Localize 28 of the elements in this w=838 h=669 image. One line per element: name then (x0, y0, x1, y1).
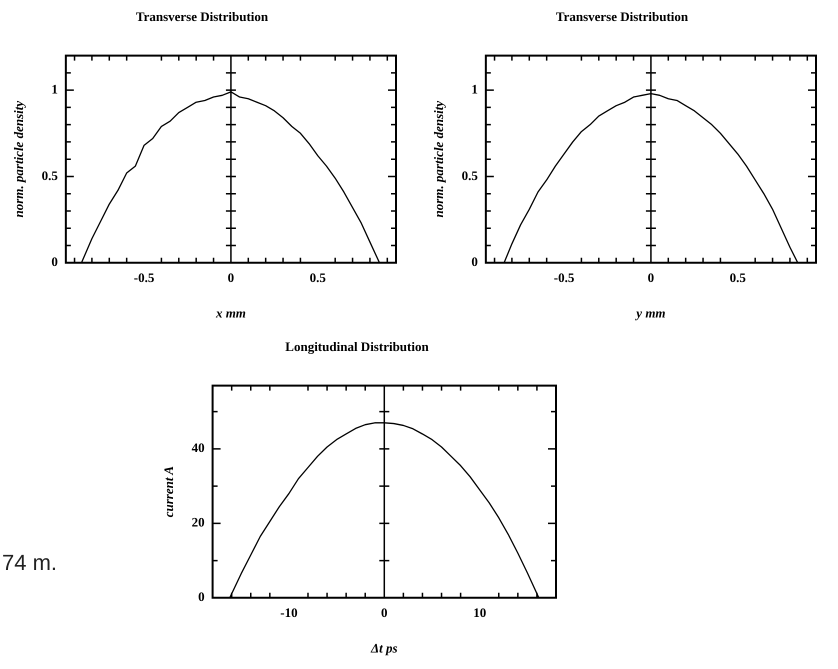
x-tick-label: -10 (280, 604, 298, 620)
chart-title: Transverse Distribution (556, 9, 689, 24)
x-tick-label: 0 (648, 270, 654, 285)
x-tick-label: 0 (228, 270, 234, 285)
y-tick-label: 0.5 (462, 168, 478, 183)
y-tick-label: 1 (471, 81, 478, 96)
y-tick-label: 1 (51, 81, 58, 96)
x-tick-label: 0.5 (730, 270, 746, 285)
x-axis-title: y mm (634, 306, 666, 321)
chart-title: Transverse Distribution (136, 9, 269, 24)
x-tick-label: -0.5 (554, 270, 575, 285)
y-axis-title: norm. particle density (11, 100, 26, 218)
x-axis-title: Δt ps (370, 640, 398, 656)
y-tick-label: 0 (471, 254, 478, 270)
y-axis-title: current A (161, 466, 176, 518)
text: 74 m. (2, 550, 58, 576)
x-tick-label: 0 (381, 604, 388, 620)
x-tick-label: -0.5 (134, 270, 155, 285)
y-axis-title: norm. particle density (431, 100, 446, 218)
x-tick-label: 0.5 (310, 270, 326, 285)
x-tick-label: 10 (473, 604, 486, 620)
y-tick-label: 20 (192, 514, 205, 530)
x-axis-title: x mm (214, 306, 246, 321)
y-tick-label: 40 (192, 440, 205, 456)
y-tick-label: 0 (51, 254, 58, 270)
chart-title: Longitudinal Distribution (285, 339, 430, 354)
y-tick-label: 0 (198, 589, 205, 604)
y-tick-label: 0.5 (42, 168, 58, 183)
